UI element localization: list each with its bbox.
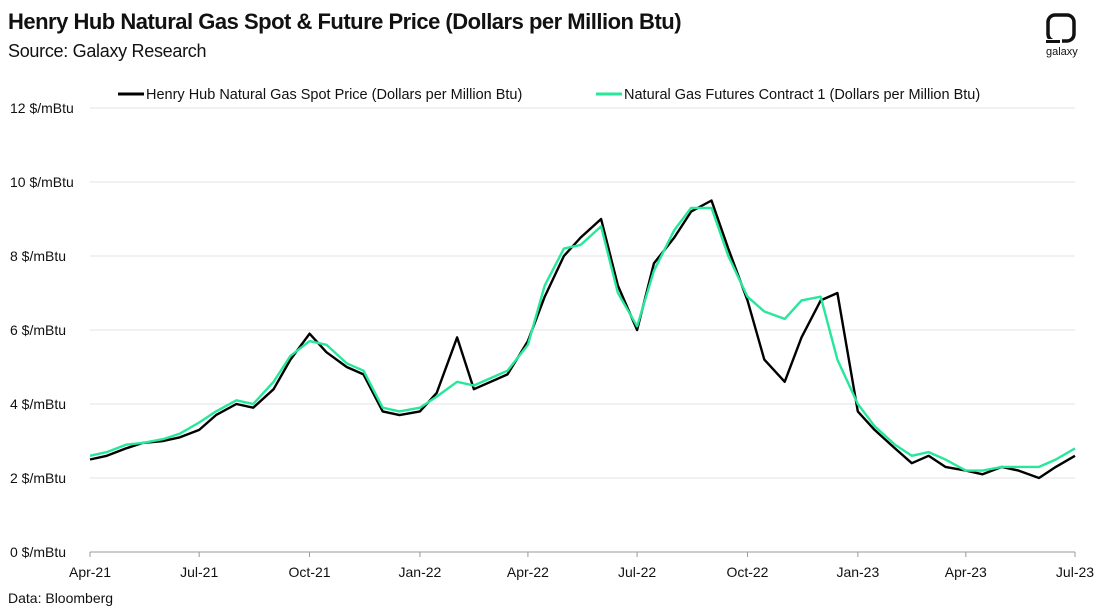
x-tick-label: Apr-23 — [945, 564, 987, 580]
data-source-note: Data: Bloomberg — [8, 590, 114, 606]
y-tick-label: 2 $/mBtu — [10, 470, 66, 486]
x-tick-label: Oct-22 — [726, 564, 768, 580]
series-lines — [89, 199, 1076, 480]
y-tick-label: 8 $/mBtu — [10, 248, 66, 264]
y-tick-label: 4 $/mBtu — [10, 396, 66, 412]
legend: Henry Hub Natural Gas Spot Price (Dollar… — [118, 87, 980, 103]
x-tick-label: Apr-21 — [69, 564, 111, 580]
x-tick-label: Jul-23 — [1056, 564, 1094, 580]
logo-text: galaxy — [1046, 46, 1078, 58]
y-axis-tick-labels: 0 $/mBtu 2 $/mBtu 4 $/mBtu 6 $/mBtu 8 $/mBtu… — [10, 100, 74, 560]
futures-price-line — [89, 206, 1076, 472]
x-tick-label: Oct-21 — [289, 564, 331, 580]
legend-label: Natural Gas Futures Contract 1 (Dollars … — [624, 87, 980, 103]
y-tick-label: 12 $/mBtu — [10, 100, 74, 116]
x-tick-label: Jul-21 — [180, 564, 218, 580]
y-tick-label: 6 $/mBtu — [10, 322, 66, 338]
legend-label: Henry Hub Natural Gas Spot Price (Dollar… — [146, 87, 522, 103]
x-axis-tick-labels: Apr-21 Jul-21 Oct-21 Jan-22 Apr-22 Jul-22 Oct-… — [69, 552, 1094, 580]
x-tick-label: Apr-22 — [507, 564, 549, 580]
x-tick-label: Jan-22 — [399, 564, 442, 580]
galaxy-logo-icon — [1046, 13, 1076, 43]
x-tick-label: Jul-22 — [618, 564, 656, 580]
chart-title: Henry Hub Natural Gas Spot & Future Pric… — [8, 9, 682, 34]
y-tick-label: 0 $/mBtu — [10, 544, 66, 560]
chart-subtitle: Source: Galaxy Research — [8, 41, 207, 61]
x-tick-label: Jan-23 — [836, 564, 879, 580]
gridlines — [90, 107, 1075, 479]
spot-price-line — [89, 199, 1076, 480]
y-tick-label: 10 $/mBtu — [10, 174, 74, 190]
